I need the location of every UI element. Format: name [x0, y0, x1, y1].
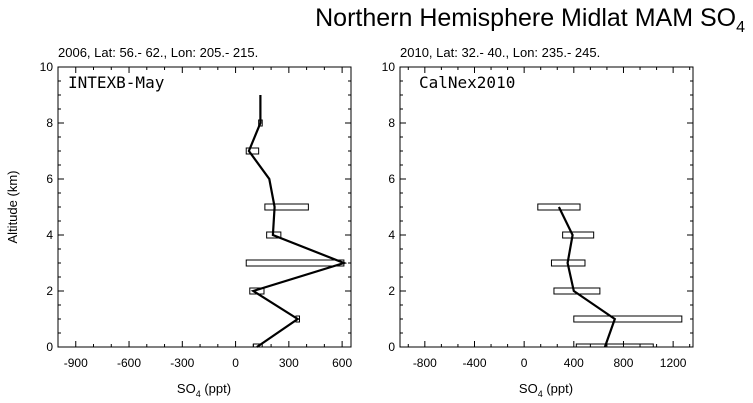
x-tick-label: -400: [462, 356, 486, 370]
panel-subtitle: 2010, Lat: 32.- 40., Lon: 235.- 245.: [400, 45, 600, 60]
x-tick-label: 300: [279, 356, 299, 370]
x-tick-label: -900: [64, 356, 88, 370]
plot-frame: [57, 66, 352, 348]
axis-ticks: -800 -400 0 400 800 1200 0 2 4 6 8 10: [382, 60, 693, 370]
y-tick-label: 8: [388, 116, 395, 130]
x-tick-label: -300: [170, 356, 194, 370]
x-tick-label: 800: [613, 356, 633, 370]
y-tick-label: 4: [388, 228, 395, 242]
x-tick-label: 0: [232, 356, 239, 370]
range-box: [264, 203, 309, 211]
plot-frame: [399, 66, 694, 348]
y-tick-label: 0: [388, 340, 395, 354]
campaign-label: INTEXB-May: [68, 73, 165, 92]
y-tick-label: 0: [46, 340, 53, 354]
x-tick-label: -800: [413, 356, 437, 370]
y-tick-label: 10: [40, 60, 54, 74]
range-boxes: [245, 119, 345, 348]
panel-calnex: 2010, Lat: 32.- 40., Lon: 235.- 245. Cal…: [382, 45, 694, 399]
y-tick-label: 6: [388, 172, 395, 186]
x-tick-label: 1200: [660, 356, 687, 370]
range-box: [562, 231, 595, 239]
y-tick-label: 4: [46, 228, 53, 242]
y-tick-label: 8: [46, 116, 53, 130]
y-tick-label: 2: [46, 284, 53, 298]
axis-ticks: -900 -600 -300 0 300 600 0 2 4 6 8 10: [40, 60, 353, 370]
y-axis-label: Altitude (km): [5, 171, 20, 244]
x-tick-label: 400: [564, 356, 584, 370]
x-tick-label: 600: [332, 356, 352, 370]
range-box: [245, 259, 345, 267]
y-tick-label: 2: [388, 284, 395, 298]
panel-intexb: 2006, Lat: 56.- 62., Lon: 205.- 215. INT…: [5, 45, 352, 399]
x-tick-label: -600: [117, 356, 141, 370]
range-box: [575, 343, 654, 348]
x-axis-label: SO4 (ppt): [519, 381, 573, 399]
profile-line: [247, 95, 348, 348]
range-box: [573, 315, 683, 323]
campaign-label: CalNex2010: [419, 73, 515, 92]
x-axis-label: SO4 (ppt): [177, 381, 231, 399]
y-tick-label: 6: [46, 172, 53, 186]
range-boxes: [537, 203, 683, 348]
range-box: [537, 203, 581, 211]
x-tick-label: 0: [521, 356, 528, 370]
y-tick-label: 10: [382, 60, 396, 74]
panel-subtitle: 2006, Lat: 56.- 62., Lon: 205.- 215.: [58, 45, 258, 60]
profile-line: [557, 206, 617, 348]
figure-title: Northern Hemisphere Midlat MAM SO4: [315, 4, 745, 36]
